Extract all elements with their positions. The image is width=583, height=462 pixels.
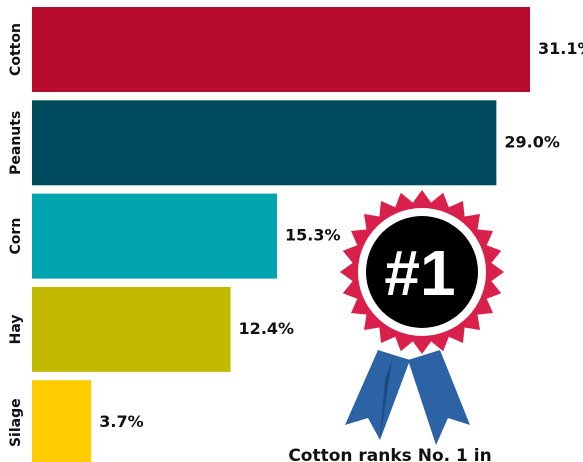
category-label: Cotton (8, 23, 24, 76)
value-label: 3.7% (99, 412, 143, 431)
bar (32, 193, 277, 279)
annotation: Cotton ranks No. 1 in (288, 446, 491, 462)
category-label: Corn (8, 218, 24, 255)
value-label: 29.0% (504, 132, 560, 151)
value-label: 15.3% (285, 226, 341, 245)
bar (32, 380, 92, 462)
category-label: Silage (8, 398, 24, 447)
bar (32, 286, 231, 372)
ribbon (408, 350, 470, 445)
category-label: Hay (8, 314, 24, 344)
bar (32, 100, 497, 186)
value-label: 31.1% (538, 39, 583, 58)
category-label: Peanuts (8, 111, 24, 175)
ribbon (345, 350, 410, 440)
value-label: 12.4% (239, 319, 295, 338)
bar (32, 7, 530, 92)
rosette-center (366, 216, 478, 328)
ribbon-shade (380, 360, 392, 440)
badge-text: #1 (384, 237, 455, 309)
bars: 31.1% Cotton 29.0% Peanuts 15.3% Corn 12.4% Hay… (8, 7, 583, 462)
badge: #1 (340, 190, 504, 445)
